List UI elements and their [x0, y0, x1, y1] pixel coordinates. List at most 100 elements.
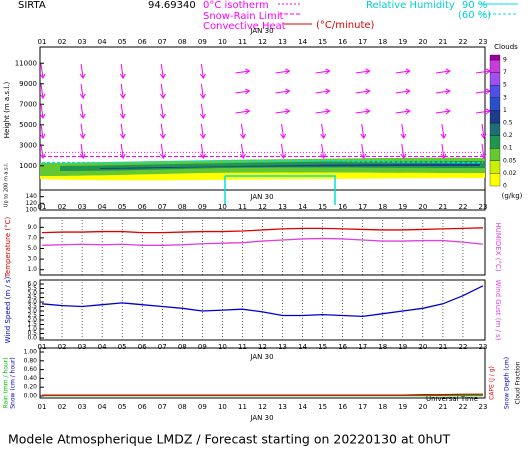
x-tick-label: 18	[378, 403, 387, 411]
x-tick-label: 18	[378, 203, 387, 211]
wind-arrow	[275, 110, 290, 114]
wind-arrow	[80, 143, 84, 159]
x-tick-label: 05	[118, 38, 127, 46]
y-tick-label: 120	[26, 200, 38, 207]
x-tick-label: 10	[218, 38, 227, 46]
y-tick-label: 7000	[19, 100, 37, 108]
y-tick-label: 1000	[19, 162, 37, 170]
wind-arrow-head	[199, 113, 206, 119]
x-tick-label: 12	[258, 403, 267, 411]
wind-arrow-head	[159, 73, 166, 79]
x-tick-label: 11	[238, 343, 247, 351]
colorbar-swatch	[489, 173, 501, 187]
y2-axis-title: HUMIDEX (°C)	[494, 222, 502, 271]
wind-arrow	[235, 110, 250, 114]
wind-arrow	[80, 123, 84, 139]
wind-arrow	[120, 143, 124, 159]
panel-frame	[39, 46, 486, 211]
x-tick-label: 03	[78, 343, 87, 351]
y-tick-label: 2.0	[27, 317, 37, 324]
wind-arrow	[160, 123, 164, 139]
wind-arrow	[361, 143, 365, 159]
wind-arrow	[80, 103, 84, 119]
wind-arrow	[361, 123, 365, 139]
x-tick-label: 01	[38, 38, 47, 46]
date-label: JAN 30	[249, 27, 273, 35]
x-tick-label: 08	[178, 203, 187, 211]
colorbar-label: 9	[503, 57, 507, 64]
wind-arrow-head	[365, 68, 371, 75]
x-tick-label: 22	[458, 38, 467, 46]
wind-arrow	[355, 90, 370, 94]
wind-arrow-head	[365, 88, 371, 95]
x-tick-label: 10	[218, 403, 227, 411]
legend-entry: Convective Heat	[203, 21, 286, 32]
y-tick-label: 0.80	[24, 357, 38, 364]
y-axis-title: Up to 200 m a.s.l.	[4, 162, 10, 207]
wind-arrow-head	[199, 73, 206, 79]
x-tick-label: 04	[98, 343, 107, 351]
colorbar-label: 1	[503, 107, 507, 114]
legend-swatches	[278, 3, 518, 25]
wind-arrow	[481, 143, 485, 159]
x-tick-label: 04	[98, 403, 107, 411]
wind-arrow-head	[320, 153, 327, 159]
colorbar-label: 7	[503, 69, 507, 76]
colorbar-swatch	[489, 72, 501, 86]
legend-entry: Snow-Rain Limit	[203, 11, 284, 22]
wind-arrow-head	[480, 133, 487, 139]
colorbar-swatch	[489, 85, 501, 98]
x-tick-label: 09	[198, 403, 207, 411]
wind-arrow	[235, 70, 250, 74]
colorbar-label: 3	[503, 94, 507, 101]
x-tick-label: 08	[178, 343, 187, 351]
station: SIRTA	[18, 0, 46, 11]
wind-arrow	[40, 103, 44, 119]
wind-arrow	[281, 123, 285, 139]
colorbar-label: 0	[503, 183, 507, 190]
wind-arrow	[235, 90, 250, 94]
y-axis-title: Wind Speed (m / s)	[4, 276, 12, 343]
wind-arrow-head	[79, 73, 86, 79]
y-tick-label: 0.00	[24, 393, 38, 400]
x-tick-label: 05	[118, 403, 127, 411]
legend-entry: 90 %	[462, 0, 487, 11]
wind-arrow	[481, 123, 485, 139]
x-tick-label: 04	[98, 38, 107, 46]
colorbar-swatch	[489, 54, 501, 61]
cloud-layer	[100, 164, 480, 169]
y-axis-title: Snow (cm / hour)	[10, 357, 17, 409]
wind-arrow	[240, 143, 244, 159]
y-tick-label: 0.0	[27, 335, 37, 342]
y-tick-label: 11000	[15, 59, 37, 67]
x-tick-label: 10	[218, 343, 227, 351]
x-tick-label: 06	[138, 38, 147, 46]
x-tick-label: 12	[258, 343, 267, 351]
x-tick-label: 03	[78, 38, 87, 46]
wind-arrow	[475, 70, 491, 74]
wind-arrow-head	[159, 153, 166, 159]
x-tick-label: 06	[138, 343, 147, 351]
legend-entry: 0°C isotherm	[203, 0, 269, 11]
y-tick-label: 9.0	[27, 224, 37, 231]
wind-arrow	[315, 90, 330, 94]
x-tick-label: 18	[378, 343, 387, 351]
wind-arrow	[401, 123, 405, 139]
station-code: 94.69340	[148, 0, 196, 11]
wind-arrow-head	[245, 108, 251, 115]
height-line	[42, 159, 483, 164]
wind-arrow	[40, 83, 44, 99]
x-tick-label: 07	[158, 343, 167, 351]
x-tick-label: 20	[418, 203, 427, 211]
y-tick-label: 6.0	[27, 281, 37, 288]
y-tick-label: 7.0	[27, 234, 37, 241]
wind-arrow-head	[360, 133, 367, 139]
x-tick-label: 01	[38, 203, 47, 211]
wind-arrow-head	[119, 73, 126, 79]
x-tick-label: 19	[398, 38, 407, 46]
x-tick-label: 09	[198, 38, 207, 46]
x-tick-label: 16	[338, 403, 347, 411]
wind-arrow-head	[39, 133, 46, 139]
x-tick-label: 12	[258, 203, 267, 211]
